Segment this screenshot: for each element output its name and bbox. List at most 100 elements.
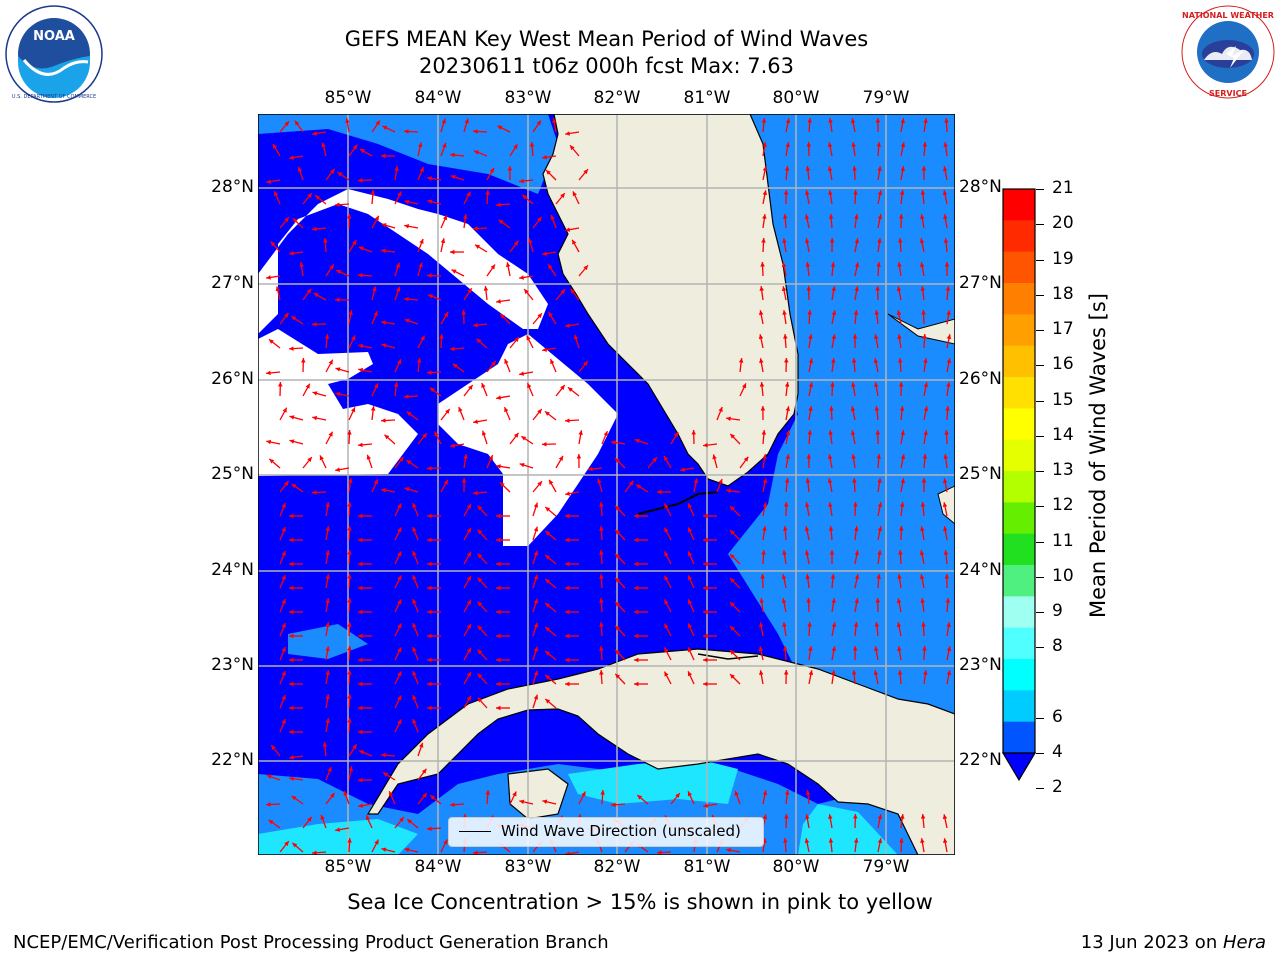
wave-direction-arrow — [348, 239, 357, 253]
colorbar-tick-label: 21 — [1052, 178, 1074, 198]
colorbar-tick-mark — [1036, 435, 1044, 437]
wave-direction-arrow — [358, 750, 373, 757]
wave-direction-arrow — [544, 578, 557, 589]
wave-direction-arrow — [687, 527, 695, 541]
wave-direction-arrow — [358, 246, 373, 253]
wave-direction-arrow — [427, 705, 441, 711]
wave-direction-arrow — [945, 286, 951, 301]
wave-direction-arrow — [807, 621, 812, 637]
wave-direction-arrow — [578, 264, 589, 277]
wave-direction-arrow — [268, 338, 281, 349]
wave-direction-arrow — [876, 573, 881, 589]
wave-direction-arrow — [302, 288, 312, 301]
wave-direction-arrow — [943, 142, 948, 157]
wave-direction-arrow — [783, 669, 789, 685]
period-contour-6-8-south — [568, 759, 738, 804]
wave-direction-arrow — [496, 657, 510, 663]
wave-direction-arrow — [703, 537, 717, 543]
wave-direction-arrow — [371, 120, 381, 133]
wave-direction-arrow — [827, 166, 833, 181]
wave-direction-arrow — [548, 479, 557, 493]
wave-direction-arrow — [496, 513, 510, 519]
wave-direction-arrow — [427, 681, 441, 687]
wave-direction-arrow — [781, 286, 787, 301]
wave-direction-arrow — [805, 814, 810, 829]
lat-label-left: 27°N — [211, 273, 254, 293]
wave-direction-arrow — [357, 273, 373, 278]
wave-direction-arrow — [463, 191, 472, 205]
wave-direction-arrow — [440, 479, 449, 493]
wave-direction-arrow — [394, 816, 405, 829]
wave-direction-arrow — [358, 513, 372, 519]
wave-direction-arrow — [896, 286, 902, 301]
wave-direction-arrow — [486, 454, 494, 469]
wave-direction-arrow — [526, 382, 534, 397]
wave-direction-arrow — [898, 381, 904, 397]
wave-direction-arrow — [565, 851, 580, 855]
wave-direction-arrow — [762, 790, 768, 805]
wave-direction-arrow — [289, 513, 303, 519]
wave-direction-arrow — [381, 248, 396, 254]
wave-direction-arrow — [325, 431, 334, 445]
wave-direction-arrow — [440, 142, 447, 157]
wave-direction-arrow — [289, 681, 303, 687]
colorbar-segment — [1003, 627, 1035, 660]
wave-direction-arrow — [451, 269, 465, 277]
wave-direction-arrow — [874, 406, 880, 421]
wave-direction-arrow — [394, 623, 402, 637]
wave-direction-arrow — [729, 529, 741, 541]
wave-direction-arrow — [393, 382, 399, 397]
wave-direction-arrow — [496, 705, 510, 711]
colorbar-tick-label: 16 — [1052, 354, 1074, 375]
wave-direction-arrow — [785, 118, 791, 133]
wave-direction-arrow — [896, 598, 902, 613]
wave-direction-arrow — [614, 553, 626, 565]
wave-direction-arrow — [758, 310, 764, 325]
wave-direction-arrow — [783, 525, 788, 541]
wave-direction-arrow — [279, 718, 286, 733]
chart-subtitle: 20230611 t06z 000h fcst Max: 7.63 — [419, 54, 794, 78]
colorbar-tick-label: 2 — [1052, 777, 1063, 798]
wave-direction-arrow — [896, 622, 902, 637]
wave-direction-arrow — [874, 646, 879, 661]
wave-direction-arrow — [663, 599, 672, 613]
wave-direction-arrow — [804, 238, 810, 253]
legend-label: Wind Wave Direction (unscaled) — [501, 822, 741, 840]
wave-direction-arrow — [521, 194, 534, 205]
wave-direction-arrow — [532, 670, 539, 685]
period-contour-6-8-southeast — [798, 804, 898, 855]
wave-direction-arrow — [762, 454, 767, 469]
wave-direction-arrow — [279, 646, 286, 661]
wave-direction-arrow — [496, 299, 511, 304]
wave-direction-arrow — [899, 837, 904, 853]
wave-direction-arrow — [347, 597, 352, 613]
wave-direction-arrow — [449, 346, 465, 352]
wave-direction-arrow — [805, 166, 811, 181]
wave-direction-arrow — [703, 513, 717, 519]
wave-direction-arrow — [463, 647, 472, 661]
wave-direction-arrow — [828, 526, 834, 541]
wave-direction-arrow — [509, 240, 519, 253]
wave-direction-arrow — [923, 382, 929, 397]
wave-direction-arrow — [576, 453, 582, 469]
wave-direction-arrow — [853, 189, 858, 205]
wave-direction-arrow — [542, 155, 557, 160]
wave-direction-arrow — [923, 670, 928, 685]
wave-direction-arrow — [426, 466, 442, 471]
wave-direction-arrow — [463, 599, 472, 613]
wave-direction-arrow — [877, 838, 883, 853]
wave-direction-arrow — [920, 502, 926, 517]
wave-direction-arrow — [548, 311, 557, 325]
wave-direction-arrow — [412, 622, 419, 637]
wave-direction-arrow — [358, 609, 372, 615]
wave-direction-arrow — [463, 527, 472, 541]
wave-direction-arrow — [785, 430, 791, 445]
wave-direction-arrow — [504, 358, 511, 373]
wave-direction-arrow — [532, 312, 543, 325]
wave-direction-arrow — [371, 286, 377, 301]
wave-direction-arrow — [567, 386, 580, 397]
wave-direction-arrow — [758, 334, 764, 349]
wave-direction-arrow — [496, 609, 510, 615]
wave-direction-arrow — [760, 405, 766, 421]
wave-direction-arrow — [358, 561, 372, 567]
